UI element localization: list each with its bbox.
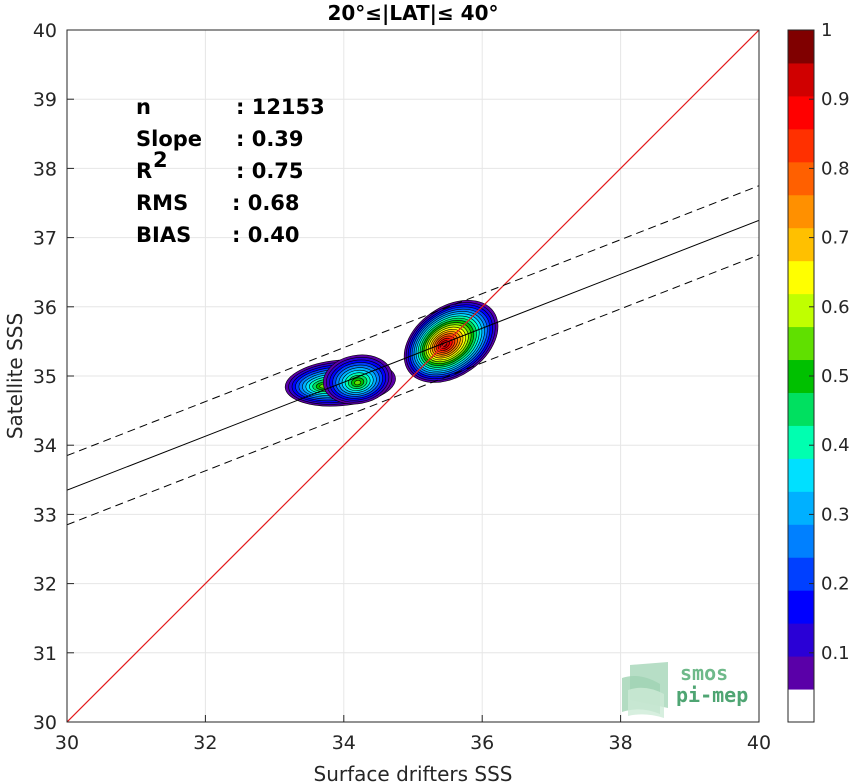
fit-band-line [67, 254, 759, 526]
chart-title: 20°≤|LAT|≤ 40° [327, 1, 498, 25]
stat-label: R [136, 159, 152, 183]
contour-level [354, 380, 362, 386]
stat-label: Slope [136, 127, 202, 151]
fit-band-line [67, 185, 759, 457]
colorbar-segment [788, 425, 814, 459]
y-tick-label: 36 [33, 297, 57, 319]
x-tick-label: 32 [193, 732, 217, 754]
colorbar-segment [788, 128, 814, 163]
x-tick-label: 30 [55, 732, 79, 754]
stat-value: : 0.75 [236, 159, 304, 183]
fit-line [67, 219, 759, 491]
colorbar-tick-label: 0.2 [821, 574, 850, 595]
colorbar-tick-label: 0.9 [821, 89, 850, 110]
regression-lines [67, 30, 759, 722]
colorbar-segment [788, 458, 814, 492]
colorbar: 0.1 0.2 0.3 0.4 0.5 0.6 0.7 0.8 0.9 1 [787, 20, 850, 723]
identity-line [67, 30, 759, 722]
colorbar-segment [788, 161, 814, 196]
y-tick-label: 33 [33, 504, 57, 526]
stat-superscript: 2 [153, 148, 168, 172]
y-axis-label: Satellite SSS [3, 313, 27, 439]
colorbar-segment [788, 326, 814, 361]
colorbar-segment [788, 491, 814, 525]
colorbar-segment [788, 194, 814, 229]
colorbar-tick-label: 0.1 [821, 643, 850, 664]
colorbar-tick-label: 0.3 [821, 504, 850, 525]
y-tick-label: 32 [33, 574, 57, 596]
x-tick-label: 36 [470, 732, 494, 754]
x-axis-ticks: 30 32 34 36 38 40 [55, 715, 771, 754]
y-tick-label: 31 [33, 643, 57, 665]
y-tick-label: 30 [33, 712, 57, 734]
statistics-box: n : 12153 Slope : 0.39 R 2 : 0.75 RMS : 0.68 BIAS… [136, 95, 325, 247]
stat-value: : 12153 [236, 95, 325, 119]
y-tick-label: 38 [33, 158, 57, 180]
colorbar-segment [788, 557, 814, 591]
colorbar-segment [788, 95, 814, 130]
y-tick-label: 37 [33, 228, 57, 250]
stat-value: : 0.68 [232, 191, 300, 215]
colorbar-segment [788, 260, 814, 295]
colorbar-segment [788, 30, 814, 64]
colorbar-tick-label: 1 [821, 20, 832, 41]
grid-lines [66, 29, 760, 723]
stat-label: BIAS [136, 223, 191, 247]
logo-text-pimep: pi-mep [676, 683, 748, 707]
x-tick-label: 40 [747, 732, 771, 754]
x-tick-label: 34 [332, 732, 356, 754]
colorbar-tick-label: 0.5 [821, 366, 850, 387]
y-axis-ticks: 30 31 32 33 34 35 36 37 38 39 40 [33, 20, 74, 734]
y-tick-label: 39 [33, 89, 57, 111]
logo-text-smos: smos [680, 661, 728, 685]
stat-value: : 0.40 [232, 223, 300, 247]
logo-waves-icon [622, 662, 668, 718]
y-tick-label: 40 [33, 20, 57, 42]
colorbar-tick-label: 0.8 [821, 158, 850, 179]
colorbar-segment [788, 623, 814, 657]
stat-label: RMS [136, 191, 188, 215]
colorbar-segment [788, 62, 814, 97]
density-blob [323, 354, 393, 405]
colorbar-segment [788, 524, 814, 558]
y-tick-label: 35 [33, 366, 57, 388]
colorbar-segment [788, 227, 814, 262]
colorbar-tick-label: 0.7 [821, 228, 850, 249]
stat-label: n [136, 95, 151, 119]
y-tick-label: 34 [33, 435, 57, 457]
colorbar-segment [788, 392, 814, 426]
colorbar-segment [788, 590, 814, 624]
colorbar-segment [788, 656, 814, 690]
colorbar-tick-label: 0.4 [821, 435, 850, 456]
smos-pimep-logo: smos pi-mep [622, 661, 748, 718]
stat-value: : 0.39 [236, 127, 304, 151]
colorbar-tick-label: 0.6 [821, 297, 850, 318]
x-tick-label: 38 [609, 732, 633, 754]
colorbar-segment [788, 689, 814, 723]
colorbar-segment [788, 293, 814, 328]
x-axis-label: Surface drifters SSS [314, 762, 513, 784]
